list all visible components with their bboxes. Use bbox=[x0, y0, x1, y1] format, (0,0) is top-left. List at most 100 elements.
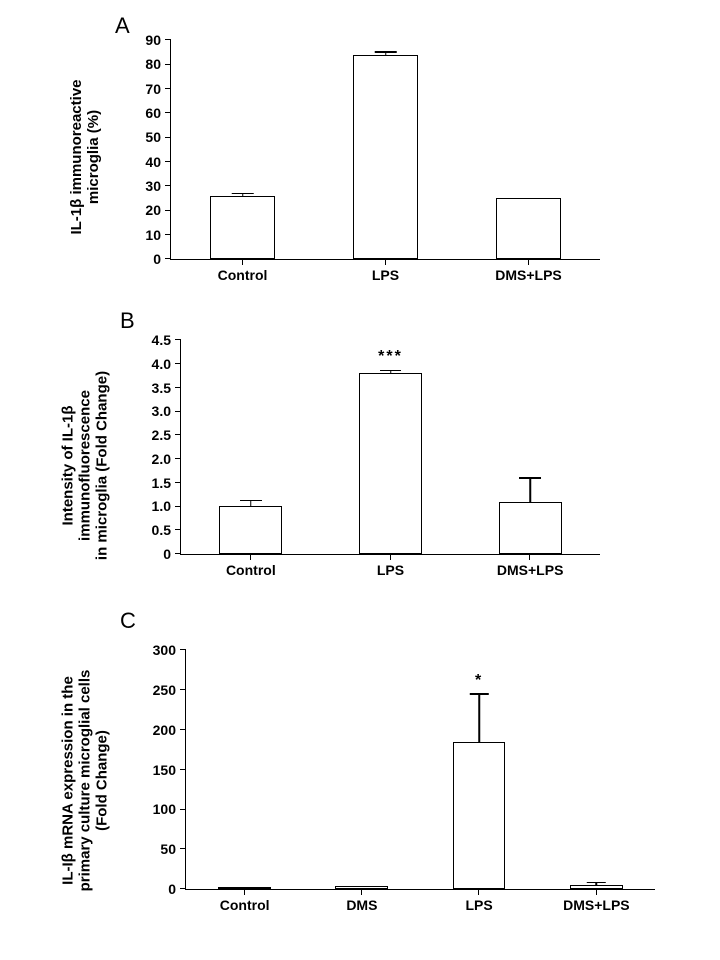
x-tick-label: Control bbox=[226, 562, 276, 578]
x-tick-label: DMS bbox=[346, 897, 377, 913]
y-tick bbox=[180, 649, 186, 650]
y-tick-label: 200 bbox=[153, 722, 176, 738]
bar bbox=[210, 196, 274, 259]
y-tick-label: 300 bbox=[153, 642, 176, 658]
panel-b-label: B bbox=[120, 308, 135, 334]
y-tick-label: 40 bbox=[145, 154, 161, 170]
y-tick-label: 70 bbox=[145, 81, 161, 97]
x-tick bbox=[361, 889, 362, 895]
y-tick-label: 50 bbox=[145, 129, 161, 145]
y-tick-label: 4.5 bbox=[152, 332, 171, 348]
y-tick bbox=[165, 258, 171, 259]
panel-b: B Intensity of IL-1β immunofluorescence … bbox=[40, 305, 680, 590]
y-tick bbox=[165, 88, 171, 89]
y-tick bbox=[175, 458, 181, 459]
panel-c-label: C bbox=[120, 608, 136, 634]
significance-marker: * bbox=[475, 672, 483, 690]
y-tick bbox=[165, 64, 171, 65]
bar bbox=[353, 55, 417, 259]
y-tick-label: 20 bbox=[145, 202, 161, 218]
y-tick-label: 50 bbox=[160, 841, 176, 857]
y-tick-label: 10 bbox=[145, 227, 161, 243]
y-tick-label: 0 bbox=[153, 251, 161, 267]
y-tick bbox=[175, 529, 181, 530]
x-tick-label: DMS+LPS bbox=[563, 897, 630, 913]
error-cap bbox=[374, 51, 397, 53]
x-tick bbox=[242, 259, 243, 265]
y-tick-label: 1.5 bbox=[152, 475, 171, 491]
panel-a-label: A bbox=[115, 13, 130, 39]
panel-c-ylabel: IL-Iβ mRNA expression in the primary cul… bbox=[60, 651, 111, 911]
y-tick bbox=[175, 363, 181, 364]
error-cap bbox=[240, 500, 262, 502]
y-tick-label: 30 bbox=[145, 178, 161, 194]
x-tick-label: LPS bbox=[377, 562, 404, 578]
y-tick bbox=[180, 689, 186, 690]
panel-b-ylabel: Intensity of IL-1β immunofluorescence in… bbox=[60, 356, 111, 576]
y-tick-label: 100 bbox=[153, 801, 176, 817]
y-tick-label: 80 bbox=[145, 56, 161, 72]
x-tick-label: Control bbox=[220, 897, 270, 913]
bar bbox=[218, 887, 271, 889]
y-tick-label: 150 bbox=[153, 762, 176, 778]
y-tick-label: 3.5 bbox=[152, 380, 171, 396]
y-tick-label: 90 bbox=[145, 32, 161, 48]
x-tick bbox=[529, 554, 530, 560]
bar bbox=[335, 886, 388, 889]
y-tick-label: 3.0 bbox=[152, 403, 171, 419]
x-tick bbox=[385, 259, 386, 265]
y-tick bbox=[175, 339, 181, 340]
error-cap bbox=[519, 477, 541, 479]
panel-a: A IL-1β immunoreactive microglia (%) 010… bbox=[40, 10, 680, 295]
y-tick bbox=[180, 809, 186, 810]
y-tick bbox=[165, 234, 171, 235]
bar bbox=[499, 502, 562, 554]
y-tick-label: 250 bbox=[153, 682, 176, 698]
y-tick bbox=[165, 39, 171, 40]
significance-marker: *** bbox=[378, 348, 403, 366]
x-tick-label: Control bbox=[218, 267, 268, 283]
bar bbox=[219, 506, 282, 554]
x-tick bbox=[478, 889, 479, 895]
x-tick-label: DMS+LPS bbox=[495, 267, 562, 283]
bar bbox=[496, 198, 560, 259]
bar bbox=[453, 742, 506, 889]
y-tick bbox=[165, 185, 171, 186]
y-tick bbox=[175, 411, 181, 412]
y-tick bbox=[175, 482, 181, 483]
error-cap bbox=[380, 370, 402, 372]
y-tick-label: 2.5 bbox=[152, 427, 171, 443]
error-cap bbox=[587, 882, 605, 884]
y-tick bbox=[175, 434, 181, 435]
panel-a-ylabel: IL-1β immunoreactive microglia (%) bbox=[68, 57, 102, 257]
y-tick bbox=[175, 506, 181, 507]
error-cap bbox=[470, 693, 488, 695]
panel-b-plot: 00.51.01.52.02.53.03.54.04.5ControlLPS**… bbox=[180, 340, 600, 555]
panel-a-plot: 0102030405060708090ControlLPSDMS+LPS bbox=[170, 40, 600, 260]
y-tick bbox=[180, 729, 186, 730]
y-tick bbox=[165, 161, 171, 162]
y-tick bbox=[165, 210, 171, 211]
y-tick-label: 2.0 bbox=[152, 451, 171, 467]
y-tick bbox=[175, 553, 181, 554]
x-tick bbox=[596, 889, 597, 895]
panel-c: C IL-Iβ mRNA expression in the primary c… bbox=[40, 605, 680, 935]
x-tick-label: LPS bbox=[372, 267, 399, 283]
x-tick bbox=[244, 889, 245, 895]
x-tick-label: DMS+LPS bbox=[497, 562, 564, 578]
y-tick-label: 0.5 bbox=[152, 522, 171, 538]
x-tick bbox=[528, 259, 529, 265]
y-tick-label: 4.0 bbox=[152, 356, 171, 372]
y-tick bbox=[180, 848, 186, 849]
y-tick bbox=[175, 387, 181, 388]
x-tick-label: LPS bbox=[466, 897, 493, 913]
x-tick bbox=[250, 554, 251, 560]
error-bar bbox=[250, 501, 252, 507]
bar bbox=[359, 373, 422, 554]
x-tick bbox=[390, 554, 391, 560]
y-tick bbox=[180, 769, 186, 770]
y-tick bbox=[165, 112, 171, 113]
y-tick bbox=[165, 137, 171, 138]
panel-c-plot: 050100150200250300ControlDMSLPS*DMS+LPS bbox=[185, 650, 655, 890]
error-cap bbox=[231, 193, 254, 195]
